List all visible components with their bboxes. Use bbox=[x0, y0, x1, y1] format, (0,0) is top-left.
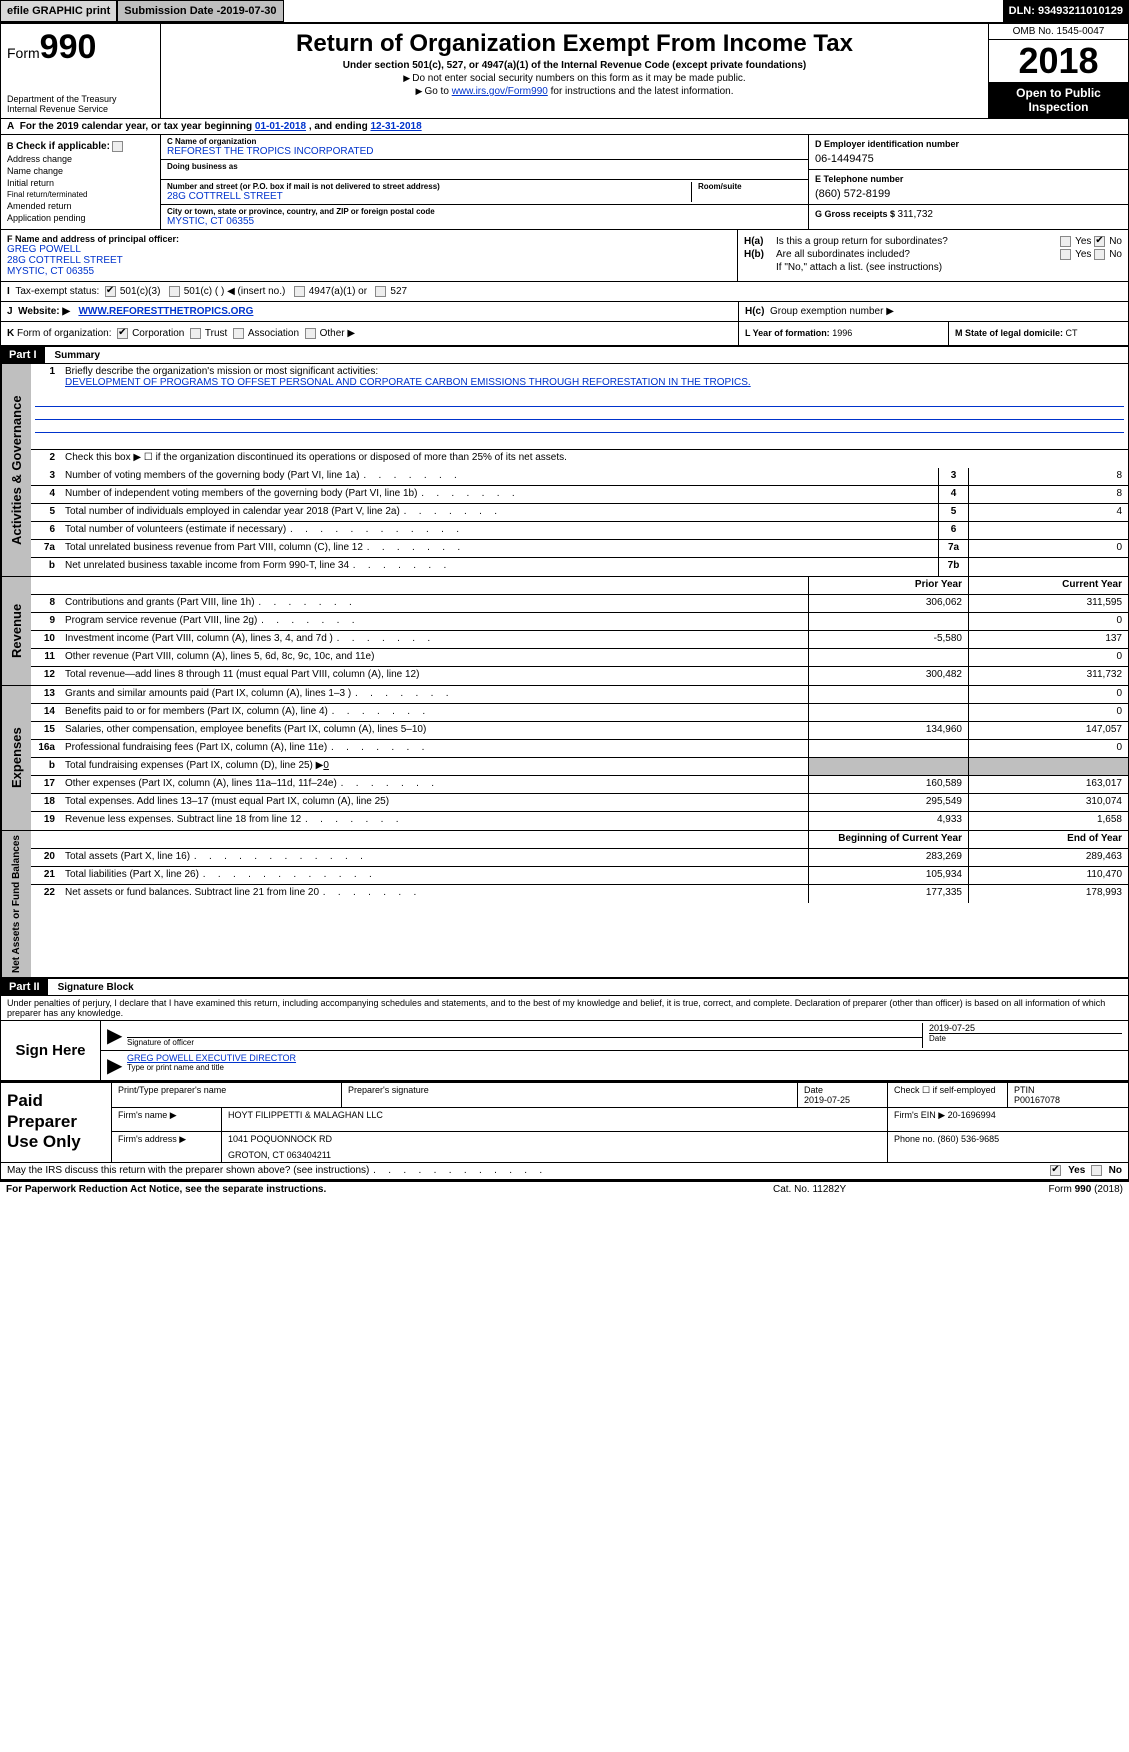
part2-header: Part II Signature Block bbox=[0, 979, 1129, 996]
header-right: OMB No. 1545-0047 2018 Open to Public In… bbox=[988, 24, 1128, 118]
col-d: D Employer identification number 06-1449… bbox=[808, 135, 1128, 229]
chk-amended[interactable]: Amended return bbox=[7, 201, 154, 211]
org-name-cell: C Name of organization REFOREST THE TROP… bbox=[161, 135, 808, 160]
section-j: J Website: ▶ WWW.REFORESTTHETROPICS.ORG … bbox=[0, 302, 1129, 322]
form-title: Return of Organization Exempt From Incom… bbox=[169, 30, 980, 58]
submission-date: Submission Date - 2019-07-30 bbox=[117, 0, 283, 22]
department: Department of the Treasury Internal Reve… bbox=[7, 94, 154, 114]
year-formation: L Year of formation: 1996 bbox=[738, 322, 948, 345]
efile-button[interactable]: efile GRAPHIC print bbox=[0, 0, 117, 22]
section-i: I Tax-exempt status: 501(c)(3) 501(c) ( … bbox=[0, 282, 1129, 302]
chk-initial-return[interactable]: Initial return bbox=[7, 178, 154, 188]
header-left: Form990 Department of the Treasury Inter… bbox=[1, 24, 161, 118]
ein-cell: D Employer identification number 06-1449… bbox=[809, 135, 1128, 170]
col-c: C Name of organization REFOREST THE TROP… bbox=[161, 135, 808, 229]
phone-cell: E Telephone number (860) 572-8199 bbox=[809, 170, 1128, 205]
section-kl: K Form of organization: Corporation Trus… bbox=[0, 322, 1129, 347]
state-domicile: M State of legal domicile: CT bbox=[948, 322, 1128, 345]
side-revenue: Revenue bbox=[1, 577, 31, 685]
note-link: Go to www.irs.gov/Form990 for instructio… bbox=[169, 86, 980, 97]
city-cell: City or town, state or province, country… bbox=[161, 205, 808, 229]
top-bar: efile GRAPHIC print Submission Date - 20… bbox=[0, 0, 1129, 22]
website-link[interactable]: WWW.REFORESTTHETROPICS.ORG bbox=[78, 306, 253, 317]
note-ssn: Do not enter social security numbers on … bbox=[169, 73, 980, 84]
col-b-checkboxes: B Check if applicable: Address change Na… bbox=[1, 135, 161, 229]
form-header: Form990 Department of the Treasury Inter… bbox=[0, 22, 1129, 119]
form-number: Form990 bbox=[7, 28, 154, 67]
expenses-block: Expenses 13Grants and similar amounts pa… bbox=[0, 686, 1129, 831]
section-fh: F Name and address of principal officer:… bbox=[0, 230, 1129, 282]
part1-header: Part I Summary bbox=[0, 347, 1129, 364]
dln: DLN: 93493211010129 bbox=[1003, 0, 1129, 22]
sign-arrow-icon: ▶ bbox=[107, 1023, 127, 1048]
section-bc: B Check if applicable: Address change Na… bbox=[0, 135, 1129, 230]
sign-here-label: Sign Here bbox=[1, 1021, 101, 1080]
governance-block: Activities & Governance 1Briefly describ… bbox=[0, 364, 1129, 577]
discuss-row: May the IRS discuss this return with the… bbox=[0, 1163, 1129, 1179]
header-center: Return of Organization Exempt From Incom… bbox=[161, 24, 988, 118]
netassets-block: Net Assets or Fund Balances Beginning of… bbox=[0, 831, 1129, 979]
chk-address-change[interactable]: Address change bbox=[7, 154, 154, 164]
dba-cell: Doing business as bbox=[161, 160, 808, 180]
form-subtitle: Under section 501(c), 527, or 4947(a)(1)… bbox=[169, 60, 980, 71]
group-exemption: H(c) Group exemption number ▶ bbox=[738, 302, 1128, 321]
chk-final-return[interactable]: Final return/terminated bbox=[7, 190, 154, 199]
col-h: H(a)Is this a group return for subordina… bbox=[738, 230, 1128, 281]
perjury-statement: Under penalties of perjury, I declare th… bbox=[0, 996, 1129, 1021]
gross-cell: G Gross receipts $ 311,732 bbox=[809, 205, 1128, 224]
tax-year: 2018 bbox=[989, 40, 1128, 82]
side-netassets: Net Assets or Fund Balances bbox=[1, 831, 31, 977]
chk-name-change[interactable]: Name change bbox=[7, 166, 154, 176]
paid-preparer-label: Paid Preparer Use Only bbox=[1, 1083, 111, 1162]
side-expenses: Expenses bbox=[1, 686, 31, 830]
col-f: F Name and address of principal officer:… bbox=[1, 230, 738, 281]
row-a: A For the 2019 calendar year, or tax yea… bbox=[0, 119, 1129, 135]
paid-preparer-section: Paid Preparer Use Only Print/Type prepar… bbox=[0, 1081, 1129, 1163]
checkbox[interactable] bbox=[112, 141, 123, 152]
revenue-block: Revenue Prior YearCurrent Year 8Contribu… bbox=[0, 577, 1129, 686]
irs-link[interactable]: www.irs.gov/Form990 bbox=[452, 86, 548, 97]
sign-section: Sign Here ▶ Signature of officer 2019-07… bbox=[0, 1021, 1129, 1081]
footer: For Paperwork Reduction Act Notice, see … bbox=[0, 1180, 1129, 1197]
form-of-org: K Form of organization: Corporation Trus… bbox=[1, 322, 738, 345]
tax-exempt-row: I Tax-exempt status: 501(c)(3) 501(c) ( … bbox=[1, 282, 1128, 301]
omb-number: OMB No. 1545-0047 bbox=[989, 24, 1128, 40]
side-governance: Activities & Governance bbox=[1, 364, 31, 576]
chk-pending[interactable]: Application pending bbox=[7, 213, 154, 223]
sign-arrow-icon: ▶ bbox=[107, 1053, 127, 1078]
addr-row: Number and street (or P.O. box if mail i… bbox=[161, 180, 808, 205]
website-row: J Website: ▶ WWW.REFORESTTHETROPICS.ORG bbox=[1, 302, 738, 321]
open-to-public: Open to Public Inspection bbox=[989, 82, 1128, 118]
